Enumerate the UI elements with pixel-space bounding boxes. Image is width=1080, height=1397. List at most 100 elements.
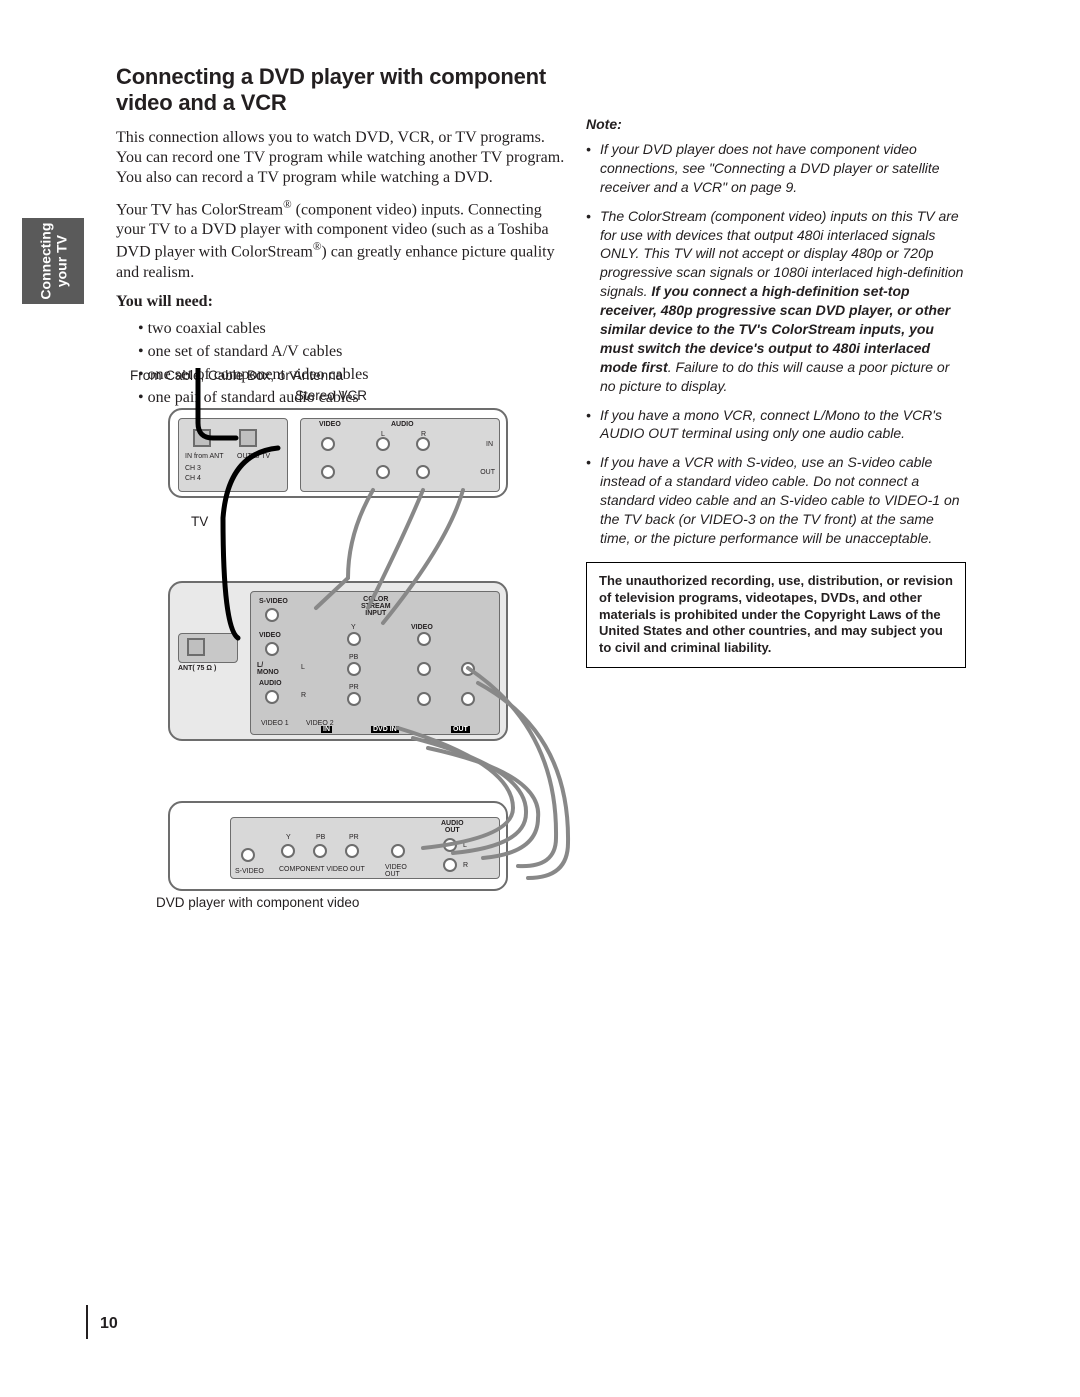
jack-icon (241, 848, 255, 862)
jack-icon (265, 642, 279, 656)
note-heading: Note: (586, 116, 966, 132)
tv-io-panel: S-VIDEO VIDEO L/ MONO AUDIO L R COLOR ST… (250, 591, 500, 735)
r-label: R (301, 692, 306, 699)
p2-pre: Your TV has ColorStream (116, 201, 283, 218)
audio-label: AUDIO (259, 680, 282, 687)
jack-icon (347, 692, 361, 706)
videoout-label: VIDEO OUT (385, 864, 407, 878)
antenna-label-text: From Cable, Cable Box, or Antenna (130, 368, 343, 383)
tv-label: TV (191, 514, 546, 530)
page-number: 10 (100, 1315, 118, 1333)
vcr-label: Stereo VCR (116, 388, 546, 404)
dvd-label: DVD player with component video (156, 895, 546, 911)
legal-notice: The unauthorized recording, use, distrib… (586, 562, 966, 668)
out-bar: OUT (451, 726, 470, 733)
manual-page: Connecting your TV Connecting a DVD play… (0, 0, 1080, 1397)
ch3-label: CH 3 (185, 465, 201, 472)
antenna-label: From Cable, Cable Box, or Antenna (130, 368, 546, 384)
jack-icon (347, 632, 361, 646)
jack-icon (321, 437, 335, 451)
svideo-label: S-VIDEO (235, 868, 264, 875)
l-label: L (301, 664, 305, 671)
jack-icon (376, 437, 390, 451)
jack-icon (347, 662, 361, 676)
tab-line2: your TV (53, 235, 69, 287)
intro-paragraph-1: This connection allows you to watch DVD,… (116, 128, 572, 188)
video-label: VIDEO (411, 624, 433, 631)
jack-icon (265, 690, 279, 704)
notes-column: Note: If your DVD player does not have c… (586, 116, 966, 668)
note-item: The ColorStream (component video) inputs… (586, 207, 966, 396)
jack-icon (265, 608, 279, 622)
video1-label: VIDEO 1 (261, 720, 289, 727)
connection-diagram: From Cable, Cable Box, or Antenna Stereo… (116, 368, 546, 911)
note-item: If you have a mono VCR, connect L/Mono t… (586, 406, 966, 444)
vcr-av-panel: VIDEO AUDIO L R IN OUT (300, 418, 500, 492)
in-label: IN (486, 441, 493, 448)
jack-icon (416, 465, 430, 479)
need-item: one set of standard A/V cables (138, 340, 572, 363)
out-label: OUT (480, 469, 495, 476)
in-bar: IN (321, 726, 332, 733)
tv-ant-panel (178, 633, 238, 663)
audio-label: AUDIO (391, 421, 414, 428)
pr-label: PR (349, 684, 359, 691)
jack-icon (461, 662, 475, 676)
ant75-label: ANT( 75 Ω ) (178, 665, 216, 672)
pb-label: PB (316, 834, 325, 841)
audioout-label: AUDIO OUT (441, 820, 464, 834)
component-label: COMPONENT VIDEO OUT (279, 866, 365, 873)
jack-icon (417, 662, 431, 676)
note-text: If you have a mono VCR, connect L/Mono t… (600, 407, 942, 442)
page-title: Connecting a DVD player with component v… (116, 64, 572, 116)
jack-icon (391, 844, 405, 858)
page-rule (86, 1305, 88, 1339)
colorstream-label: COLOR STREAM INPUT (361, 596, 391, 617)
l-label: L (463, 842, 467, 849)
lmono-label: L/ MONO (257, 662, 279, 676)
note-item: If you have a VCR with S-video, use an S… (586, 453, 966, 547)
jack-icon (443, 838, 457, 852)
y-label: Y (351, 624, 356, 631)
tv-box: ANT( 75 Ω ) S-VIDEO VIDEO L/ MONO AUDIO … (168, 581, 508, 741)
ch4-label: CH 4 (185, 475, 201, 482)
section-tab: Connecting your TV (22, 218, 84, 304)
coax-icon (187, 638, 205, 656)
out-to-tv-label: OUT to TV (237, 453, 270, 460)
intro-paragraph-2: Your TV has ColorStream® (component vide… (116, 198, 572, 283)
coax-icon (239, 429, 257, 447)
note-text: If you have a VCR with S-video, use an S… (600, 454, 960, 546)
vcr-box: IN from ANT OUT to TV CH 3 CH 4 VIDEO AU… (168, 408, 508, 498)
jack-icon (321, 465, 335, 479)
jack-icon (416, 437, 430, 451)
svideo-label: S-VIDEO (259, 598, 288, 605)
pb-label: PB (349, 654, 358, 661)
needs-heading: You will need: (116, 293, 572, 311)
r-label: R (463, 862, 468, 869)
jack-icon (313, 844, 327, 858)
coax-icon (193, 429, 211, 447)
reg-1: ® (283, 199, 292, 211)
dvd-box: S-VIDEO Y PB PR COMPONENT VIDEO OUT VIDE… (168, 801, 508, 891)
note-item: If your DVD player does not have compone… (586, 140, 966, 197)
notes-list: If your DVD player does not have compone… (586, 140, 966, 548)
jack-icon (443, 858, 457, 872)
need-item: two coaxial cables (138, 317, 572, 340)
jack-icon (417, 632, 431, 646)
main-column: Connecting a DVD player with component v… (116, 64, 572, 409)
jack-icon (461, 692, 475, 706)
jack-icon (345, 844, 359, 858)
jack-icon (376, 465, 390, 479)
dvdin-bar: DVD IN (371, 726, 399, 733)
section-tab-text: Connecting your TV (37, 223, 69, 300)
note-text: If your DVD player does not have compone… (600, 141, 940, 195)
y-label: Y (286, 834, 291, 841)
jack-icon (417, 692, 431, 706)
dvd-panel: S-VIDEO Y PB PR COMPONENT VIDEO OUT VIDE… (230, 817, 500, 879)
jack-icon (281, 844, 295, 858)
in-from-ant-label: IN from ANT (185, 453, 224, 460)
vcr-ant-panel: IN from ANT OUT to TV CH 3 CH 4 (178, 418, 288, 492)
pr-label: PR (349, 834, 359, 841)
video-label: VIDEO (259, 632, 281, 639)
tab-line1: Connecting (37, 223, 53, 300)
